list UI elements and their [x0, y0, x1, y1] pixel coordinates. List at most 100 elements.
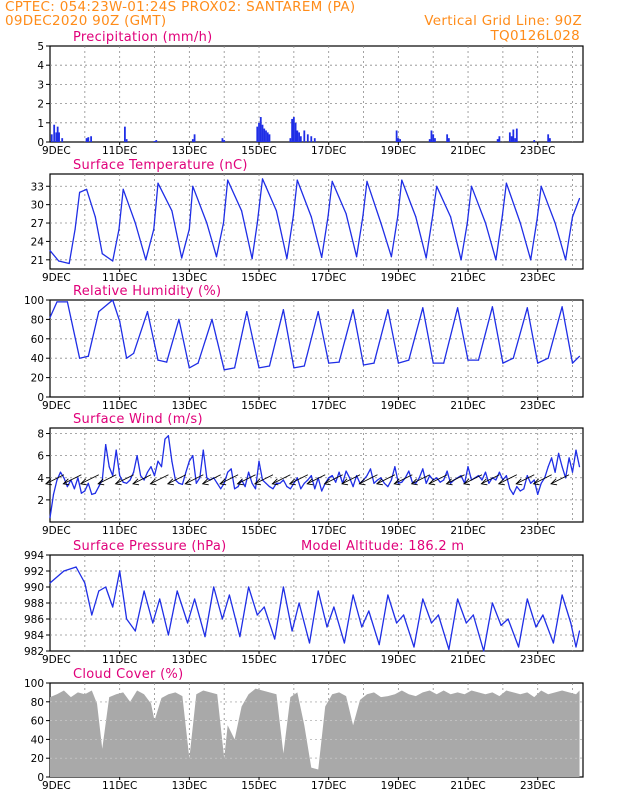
wind-arrow-head	[375, 478, 383, 486]
data-point	[75, 566, 77, 568]
panel-title: Surface Pressure (hPa)	[73, 539, 227, 554]
wind-arrow	[376, 474, 396, 485]
data-point	[394, 466, 396, 468]
data-point	[484, 222, 487, 224]
x-tick-label: 17DEC	[311, 654, 346, 666]
data-point	[63, 570, 65, 572]
data-point	[66, 301, 68, 303]
data-point	[530, 482, 532, 484]
data-point	[415, 482, 417, 484]
data-point	[94, 216, 96, 218]
x-tick-label: 17DEC	[311, 272, 346, 284]
data-point	[157, 359, 159, 361]
y-tick-label: 1	[37, 118, 44, 130]
wind-arrow	[446, 474, 465, 485]
data-point	[380, 222, 382, 224]
wind-arrow-head	[44, 478, 53, 486]
data-point	[119, 475, 121, 477]
data-point	[422, 468, 424, 470]
data-point	[396, 622, 398, 624]
precip-bar	[125, 139, 128, 142]
data-point	[153, 228, 155, 230]
data-point	[159, 598, 161, 600]
data-point	[401, 481, 403, 483]
x-tick-label: 21DEC	[450, 525, 485, 537]
x-tick-label: 11DEC	[102, 780, 137, 792]
precip-bar	[90, 136, 93, 142]
data-point	[230, 468, 232, 470]
y-tick-label: 80	[31, 314, 44, 326]
data-point	[216, 482, 218, 484]
data-point	[59, 471, 62, 473]
wind-arrow-head	[306, 478, 314, 486]
data-point	[143, 479, 145, 481]
data-point	[366, 180, 368, 182]
precip-bar	[261, 124, 264, 142]
data-point	[150, 466, 152, 468]
precip-bar	[549, 138, 551, 142]
data-point	[408, 359, 410, 361]
data-point	[84, 490, 86, 492]
data-point	[430, 622, 433, 624]
y-tick-label: 60	[31, 334, 44, 346]
data-point	[403, 614, 405, 616]
precip-bar	[395, 130, 398, 142]
data-point	[166, 361, 168, 363]
data-point	[509, 488, 511, 490]
y-tick-label: 2	[37, 495, 44, 507]
data-point	[376, 479, 379, 481]
data-point	[134, 630, 136, 632]
data-point	[578, 630, 581, 632]
y-tick-label: 986	[24, 614, 44, 626]
data-point	[460, 259, 462, 261]
wind-arrow	[202, 474, 221, 485]
data-point	[366, 475, 368, 477]
data-point	[227, 179, 229, 181]
data-point	[578, 355, 581, 357]
y-tick-label: 988	[24, 598, 44, 610]
precip-bar	[259, 117, 262, 142]
data-point	[303, 365, 305, 367]
data-point	[488, 482, 490, 484]
data-point	[507, 618, 509, 620]
wind-arrow-head	[271, 478, 279, 486]
y-tick-label: 20	[31, 373, 44, 385]
data-point	[484, 471, 487, 473]
data-point	[571, 471, 574, 473]
data-point	[362, 216, 364, 218]
wind-arrow	[550, 474, 570, 485]
data-point	[446, 470, 448, 472]
data-point	[387, 594, 389, 596]
data-point	[457, 598, 459, 600]
y-tick-label: 40	[31, 734, 44, 746]
wind-arrow	[97, 474, 117, 485]
data-point	[188, 460, 190, 462]
precip-bar	[291, 118, 294, 142]
data-point	[547, 357, 549, 359]
data-point	[91, 614, 93, 616]
data-point	[551, 457, 553, 459]
wind-arrow	[167, 474, 187, 485]
data-point	[575, 449, 577, 451]
data-point	[98, 486, 100, 488]
data-point	[533, 479, 535, 481]
data-point	[338, 361, 340, 363]
data-point	[331, 180, 333, 182]
data-point	[362, 364, 365, 366]
data-point	[213, 586, 215, 588]
y-tick-label: 24	[31, 236, 45, 248]
header-date: 09DEC2020 90Z (GMT)	[5, 13, 167, 29]
precip-bar	[50, 134, 53, 142]
data-point	[368, 610, 370, 612]
data-point	[143, 590, 145, 592]
data-point	[136, 455, 138, 457]
precip-bar	[265, 130, 267, 142]
data-point	[234, 488, 236, 490]
data-point	[326, 626, 328, 628]
wind-arrow	[185, 474, 204, 485]
x-tick-label: 19DEC	[381, 272, 416, 284]
data-point	[477, 359, 480, 361]
data-point	[518, 646, 520, 648]
precip-bar	[61, 138, 64, 142]
data-point	[397, 482, 399, 484]
